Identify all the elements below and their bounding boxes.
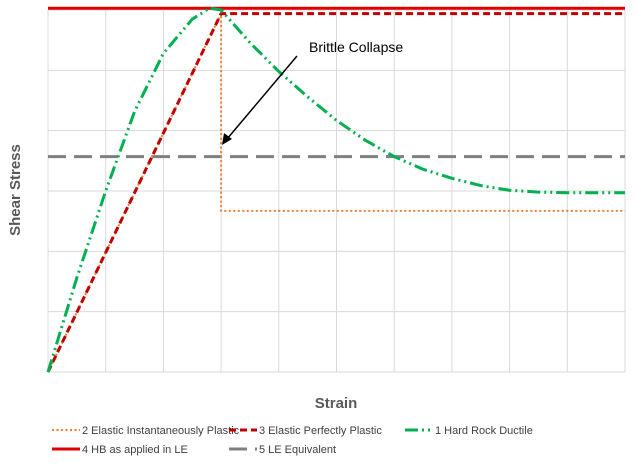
annotation: Brittle Collapse	[222, 39, 403, 145]
annotation-text: Brittle Collapse	[309, 39, 403, 55]
legend-item: 3 Elastic Perfectly Plastic	[229, 425, 382, 437]
annotation-arrow	[226, 55, 298, 140]
series-line-3	[46, 6, 625, 373]
legend-label: 4 HB as applied in LE	[82, 444, 188, 456]
x-axis-title: Strain	[315, 395, 358, 412]
annotation-arrowhead	[222, 133, 232, 145]
series-layer	[46, 6, 625, 373]
y-axis-title: Shear Stress	[7, 144, 24, 236]
legend-label: 3 Elastic Perfectly Plastic	[259, 425, 382, 437]
legend: 2 Elastic Instantaneously Plastic 3 Elast…	[52, 425, 533, 456]
legend-item: 4 HB as applied in LE	[52, 444, 188, 456]
legend-label: 5 LE Equivalent	[259, 444, 336, 456]
legend-item: 2 Elastic Instantaneously Plastic	[52, 425, 240, 437]
legend-label: 2 Elastic Instantaneously Plastic	[82, 425, 240, 437]
legend-item: 1 Hard Rock Ductile	[405, 425, 533, 437]
series-line-2	[46, 12, 625, 373]
grid	[47, 9, 626, 373]
legend-label: 1 Hard Rock Ductile	[435, 425, 533, 437]
legend-item: 5 LE Equivalent	[229, 444, 336, 456]
